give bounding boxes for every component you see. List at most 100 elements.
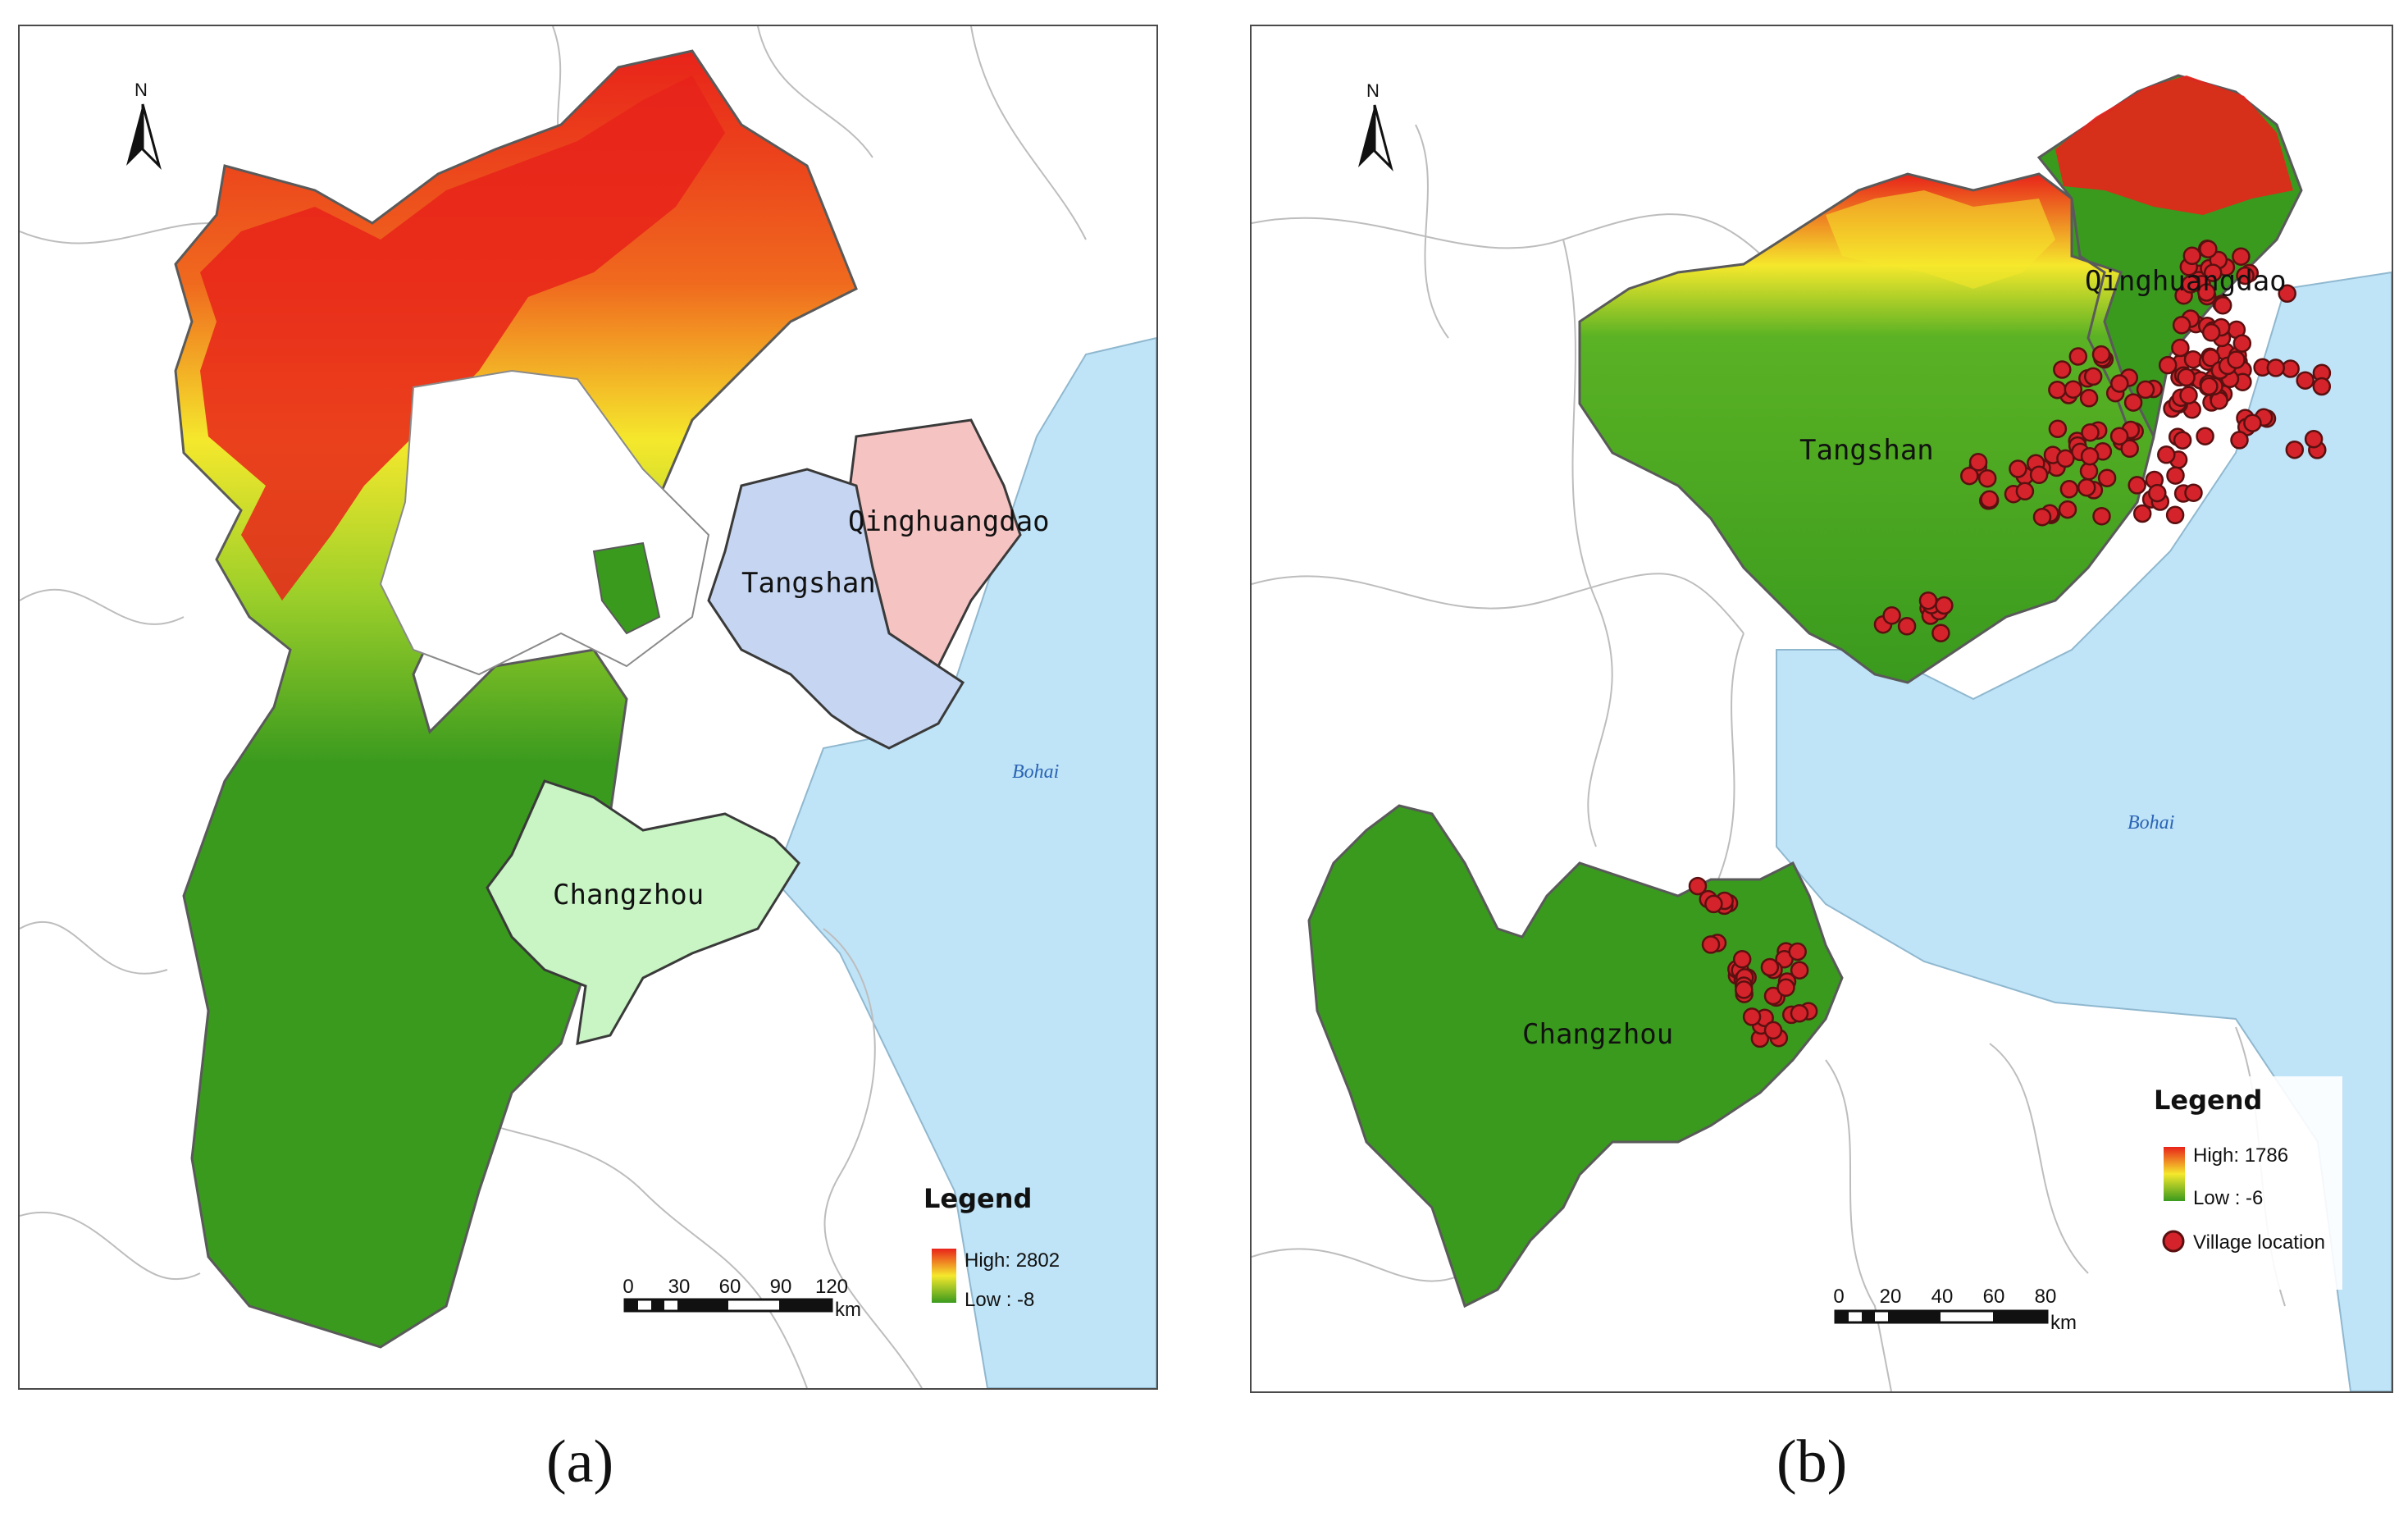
map-a-canvas: Qinghuangdao Tangshan Changzhou Bohai N …: [20, 26, 1156, 1388]
village-point: [2128, 476, 2146, 495]
legend-title: Legend: [2154, 1085, 2262, 1116]
village-point: [1918, 591, 1938, 610]
north-arrow-icon: N: [126, 80, 162, 171]
village-point: [1732, 950, 1752, 969]
village-point: [2059, 480, 2079, 499]
village-point: [2236, 266, 2255, 285]
village-point: [1735, 980, 1754, 999]
legend: Legend High: 1786 Low : -6 Village locat…: [2137, 1076, 2342, 1290]
sea-area: [1776, 271, 2392, 1391]
region-label-qinghuangdao: Qinghuangdao: [848, 505, 1050, 538]
scale-tick-label: 40: [1931, 1286, 1954, 1308]
village-point: [2199, 240, 2218, 258]
map-panel-b: Qinghuangdao Tangshan Changzhou Bohai N …: [1250, 25, 2393, 1393]
village-point: [2032, 507, 2052, 527]
village-point: [2278, 284, 2296, 304]
map-panel-a: Qinghuangdao Tangshan Changzhou Bohai N …: [18, 25, 1158, 1390]
village-point: [2166, 466, 2185, 485]
village-points: [1688, 240, 2332, 1048]
village-point: [2304, 429, 2324, 449]
village-point: [2177, 368, 2196, 387]
village-point: [1788, 942, 1807, 961]
region-label-tangshan: Tangshan: [1799, 434, 1934, 467]
legend-village-label: Village location: [2193, 1231, 2325, 1254]
north-label: N: [135, 80, 148, 100]
village-point: [2092, 506, 2111, 526]
village-point: [2232, 247, 2251, 266]
village-point: [2081, 422, 2100, 442]
village-point: [1935, 596, 1954, 615]
region-label-changzhou: Changzhou: [1522, 1018, 1673, 1051]
village-point: [2296, 371, 2315, 390]
village-point: [2165, 505, 2185, 525]
village-point: [2136, 380, 2155, 400]
village-point: [1763, 1021, 1783, 1040]
village-point: [1790, 961, 1809, 980]
village-point: [1688, 876, 1708, 896]
village-point: [1968, 453, 1988, 472]
village-point: [2048, 380, 2067, 400]
village-point: [2015, 482, 2035, 501]
north-arrow-icon: N: [1358, 80, 1393, 171]
scale-bar: 0 20 40 60 80 km: [1833, 1286, 2077, 1334]
village-point: [2227, 350, 2246, 369]
village-point: [2029, 465, 2049, 485]
village-point: [2148, 483, 2167, 503]
village-point: [1977, 468, 1997, 488]
village-point: [1960, 466, 1979, 486]
tangshan-region: [707, 468, 965, 750]
scale-tick-label: 20: [1880, 1286, 1902, 1308]
scale-tick-label: 30: [668, 1276, 691, 1298]
village-point: [2077, 477, 2096, 497]
map-b-canvas: Qinghuangdao Tangshan Changzhou Bohai N …: [1252, 74, 2392, 1391]
village-point: [2079, 389, 2099, 408]
caption-b: (b): [1776, 1428, 1848, 1496]
village-point: [2064, 380, 2083, 399]
village-point: [1790, 1003, 1809, 1023]
village-point: [2172, 316, 2191, 335]
village-point: [2083, 367, 2103, 386]
legend-low: Low : -6: [2193, 1187, 2263, 1209]
village-point: [2201, 323, 2221, 342]
north-label: N: [1366, 80, 1380, 101]
village-point: [1776, 978, 1795, 998]
region-label-changzhou: Changzhou: [553, 879, 704, 911]
village-point: [2080, 446, 2100, 466]
village-point: [2110, 374, 2129, 393]
village-point: [2184, 483, 2203, 502]
changzhou-region: [1307, 804, 1844, 1309]
village-point: [2232, 334, 2252, 353]
village-point: [1760, 957, 1780, 977]
village-point: [2068, 347, 2088, 366]
village-point: [1704, 894, 1723, 914]
tangshan-region: [1578, 172, 2155, 684]
village-point: [2285, 440, 2305, 459]
scale-bar: 0 30 60 90 120 km: [623, 1276, 861, 1321]
village-point: [2171, 338, 2190, 358]
village-point: [2230, 431, 2249, 450]
village-point: [2266, 359, 2286, 377]
scale-tick-label: 0: [623, 1276, 633, 1298]
enclave-region: [592, 541, 661, 635]
village-point: [2213, 295, 2232, 315]
sea-label: Bohai: [2128, 812, 2174, 834]
village-point: [2197, 283, 2216, 302]
village-point: [1701, 935, 1721, 954]
scale-unit: km: [2050, 1312, 2077, 1334]
village-point: [2157, 445, 2176, 464]
village-point: [1980, 490, 1999, 509]
village-point: [2132, 504, 2152, 523]
village-point: [2196, 427, 2214, 445]
village-point: [2056, 449, 2075, 468]
changzhou-region: [486, 779, 800, 1045]
village-point: [2158, 355, 2178, 375]
legend-high: High: 2802: [965, 1249, 1060, 1272]
scale-tick-label: 120: [815, 1276, 848, 1298]
village-point: [1763, 986, 1783, 1006]
legend-low: Low : -8: [965, 1289, 1034, 1311]
legend-village-symbol: [2162, 1230, 2185, 1253]
legend-color-ramp: [2164, 1147, 2185, 1201]
village-point: [2201, 349, 2221, 368]
village-point: [2179, 386, 2198, 405]
village-point: [2181, 275, 2200, 294]
